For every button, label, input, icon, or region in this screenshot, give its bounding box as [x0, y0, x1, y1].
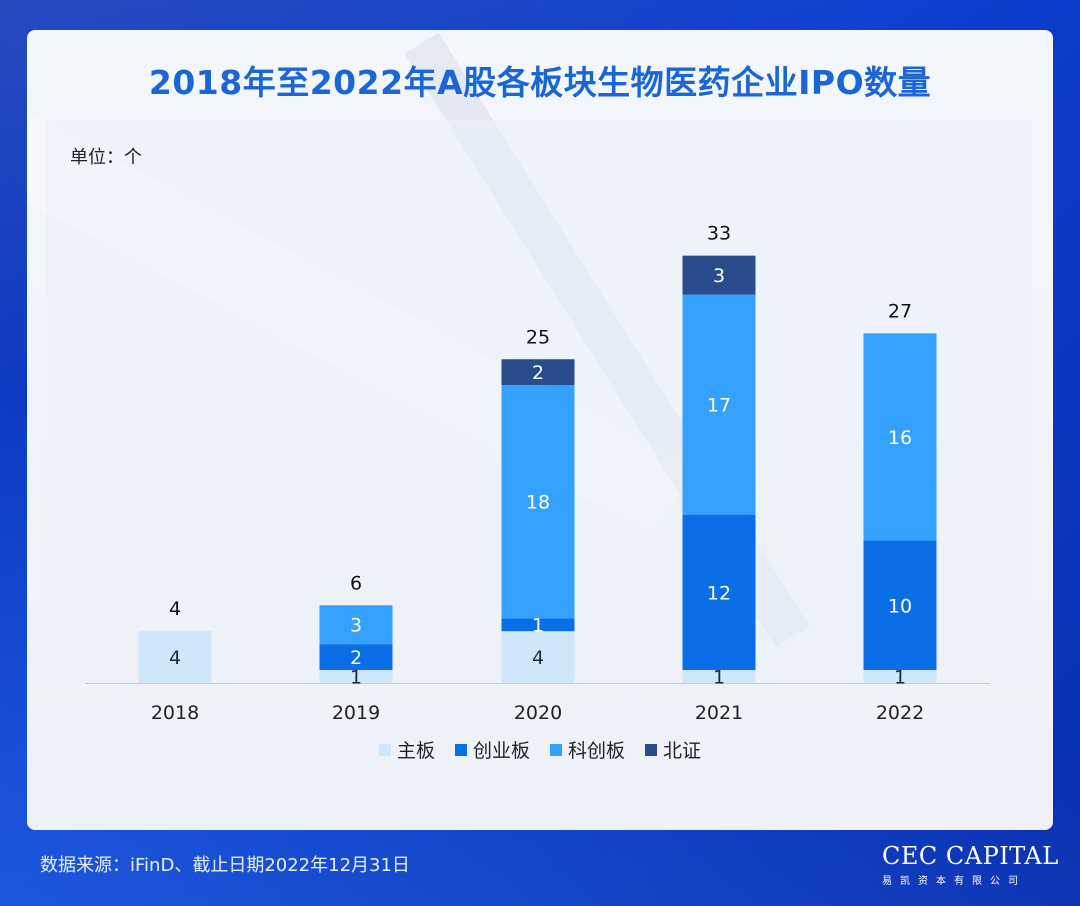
total-label-2021: 33 [707, 223, 731, 245]
total-label-2019: 6 [350, 572, 362, 594]
unit-label: 单位：个 [70, 147, 142, 168]
bar-segment-2020-主板 [501, 631, 575, 683]
logo-sub-text: 易凯资本有限公司 [882, 876, 1026, 887]
segment-label-2021-主板: 1 [713, 667, 725, 689]
legend-label-科创板: 科创板 [568, 740, 626, 762]
source-note: 数据来源：iFinD、截止日期2022年12月31日 [40, 855, 410, 876]
legend-swatch-北证 [645, 744, 658, 756]
bar-segment-2022-科创板 [863, 333, 937, 541]
segment-label-2022-科创板: 16 [888, 427, 912, 449]
bar-segment-2021-北证 [682, 255, 756, 295]
bar-segment-2020-创业板 [501, 618, 575, 632]
chart-title: 2018年至2022年A股各板块生物医药企业IPO数量 [148, 63, 932, 102]
x-tick-label-2019: 2019 [332, 702, 380, 724]
legend-item-北证: 北证 [645, 736, 701, 763]
segment-label-2020-主板: 4 [532, 647, 544, 669]
x-tick-label-2020: 2020 [514, 702, 562, 724]
bar-segment-2019-主板 [319, 670, 393, 683]
bar-segment-2020-科创板 [501, 385, 575, 619]
total-label-2022: 27 [888, 300, 912, 322]
bar-segment-2019-创业板 [319, 644, 393, 671]
bar-segment-2022-主板 [863, 670, 937, 683]
cec-capital-logo: CEC CAPITAL 易凯资本有限公司 [882, 842, 1059, 887]
segment-label-2019-科创板: 3 [350, 615, 362, 637]
legend-swatch-主板 [378, 744, 391, 756]
segment-label-2020-科创板: 18 [526, 492, 550, 514]
legend-swatch-创业板 [454, 744, 467, 756]
legend-label-创业板: 创业板 [472, 740, 530, 762]
total-label-2018: 4 [169, 598, 181, 620]
bar-segment-2018-主板 [138, 631, 212, 683]
x-tick-label-2021: 2021 [695, 702, 743, 724]
bar-segment-2021-主板 [682, 670, 756, 683]
logo-main-text: CEC CAPITAL [882, 842, 1059, 870]
bar-segment-2021-科创板 [682, 294, 756, 515]
segment-label-2021-科创板: 17 [707, 395, 731, 417]
legend: 主板 创业板 科创板 北证 [0, 736, 1080, 763]
total-label-2020: 25 [526, 326, 550, 348]
x-tick-label-2022: 2022 [876, 702, 924, 724]
legend-item-科创板: 科创板 [550, 736, 625, 763]
legend-label-北证: 北证 [663, 740, 702, 762]
legend-item-主板: 主板 [378, 736, 435, 763]
segment-label-2018-主板: 4 [169, 647, 181, 669]
segment-label-2021-北证: 3 [713, 265, 725, 287]
segment-label-2020-北证: 2 [532, 362, 544, 384]
segment-label-2019-创业板: 2 [350, 647, 362, 669]
segment-label-2021-创业板: 12 [707, 582, 731, 604]
segment-label-2019-主板: 1 [350, 667, 362, 689]
bar-segment-2020-北证 [501, 359, 575, 386]
segment-label-2022-创业板: 10 [888, 595, 912, 617]
segment-label-2022-主板: 1 [894, 667, 906, 689]
bar-segment-2021-创业板 [682, 514, 756, 671]
x-tick-label-2018: 2018 [151, 702, 199, 724]
legend-swatch-科创板 [550, 744, 562, 756]
legend-label-主板: 主板 [396, 740, 435, 762]
segment-label-2020-创业板: 1 [532, 615, 544, 637]
legend-item-创业板: 创业板 [454, 736, 530, 763]
bar-segment-2019-科创板 [319, 605, 393, 645]
bar-segment-2022-创业板 [863, 540, 937, 671]
